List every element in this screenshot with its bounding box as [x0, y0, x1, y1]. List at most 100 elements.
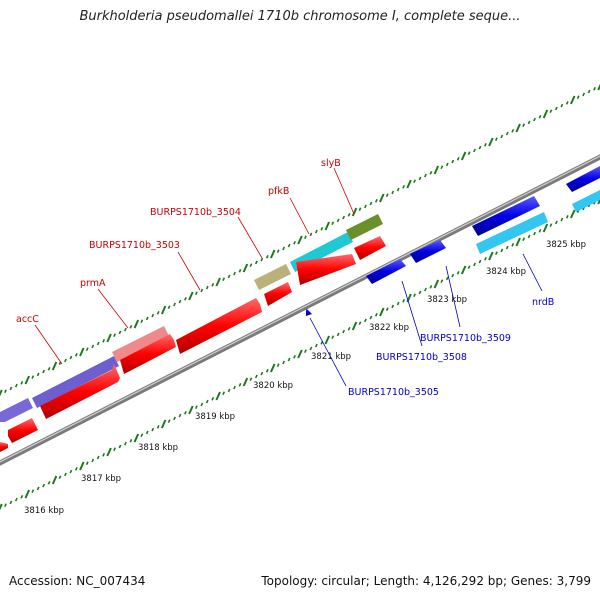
label-BURPS1710b_3503[interactable]: BURPS1710b_3503 [89, 240, 180, 251]
reverse-gene[interactable] [366, 259, 406, 284]
minor-tick [282, 246, 286, 251]
minor-tick [227, 274, 231, 279]
minor-tick [156, 310, 160, 315]
minor-tick [205, 285, 209, 290]
major-tick [379, 307, 385, 317]
minor-tick [440, 165, 444, 170]
minor-tick [456, 156, 460, 161]
major-tick [515, 237, 521, 247]
minor-tick [522, 123, 526, 128]
minor-tick [276, 249, 280, 254]
forward-gene[interactable] [176, 298, 262, 354]
forward-gene[interactable] [8, 418, 38, 443]
minor-tick [254, 260, 258, 265]
minor-tick [456, 270, 460, 275]
scale-label: 3822 kbp [369, 323, 409, 333]
minor-tick [554, 220, 558, 225]
reverse-gene[interactable] [306, 308, 312, 316]
major-tick [488, 251, 494, 261]
minor-tick [36, 486, 40, 491]
gene-block-prmA[interactable] [112, 326, 169, 362]
minor-tick [74, 352, 78, 357]
scale-label: 3824 kbp [486, 267, 526, 277]
minor-tick [402, 184, 406, 189]
forward-gene[interactable] [40, 364, 120, 419]
major-tick [433, 279, 440, 289]
minor-tick [233, 385, 236, 390]
label-BURPS1710b_3504[interactable]: BURPS1710b_3504 [150, 207, 241, 218]
major-tick [379, 193, 385, 203]
accession-text: Accession: NC_007434 [9, 574, 146, 588]
minor-tick [440, 279, 444, 284]
major-tick [106, 333, 112, 343]
major-tick [160, 305, 167, 315]
minor-tick [500, 134, 504, 139]
major-tick [160, 419, 167, 429]
minor-tick [331, 335, 335, 340]
minor-tick [418, 176, 422, 181]
minor-tick [20, 380, 24, 385]
minor-tick [205, 399, 209, 404]
minor-tick [227, 388, 231, 393]
minor-tick [276, 363, 280, 368]
label-BURPS1710b_3508[interactable]: BURPS1710b_3508 [376, 352, 467, 363]
major-tick [242, 263, 249, 273]
map-title: Burkholderia pseudomallei 1710b chromoso… [79, 9, 521, 24]
forward-gene[interactable] [296, 254, 356, 285]
major-tick [215, 391, 221, 401]
minor-tick [222, 277, 226, 282]
minor-tick [74, 466, 78, 471]
reverse-gene[interactable] [566, 166, 600, 192]
minor-tick [167, 305, 171, 310]
label-prmA[interactable]: prmA [80, 278, 106, 289]
forward-gene[interactable] [120, 334, 176, 374]
minor-tick [587, 89, 591, 94]
minor-tick [505, 131, 509, 136]
reverse-gene-cyan[interactable] [476, 212, 548, 254]
major-tick [351, 207, 358, 217]
minor-tick [560, 217, 564, 222]
minor-tick [445, 162, 449, 167]
reverse-gene[interactable] [472, 196, 540, 236]
gene-block-purple-left[interactable] [0, 398, 33, 422]
forward-gene[interactable] [264, 282, 292, 306]
label-BURPS1710b_3505[interactable]: BURPS1710b_3505 [348, 387, 439, 398]
minor-tick [511, 242, 515, 247]
major-tick [406, 179, 412, 189]
forward-strand-genes [0, 236, 386, 452]
forward-gene[interactable] [0, 442, 8, 452]
label-nrdB[interactable]: nrdB [532, 297, 554, 308]
minor-tick [533, 117, 536, 122]
label-pfkB[interactable]: pfkB [268, 186, 289, 197]
minor-tick [249, 377, 253, 382]
scale-labels: 3816 kbp 3817 kbp 3818 kbp 3819 kbp 3820… [24, 240, 586, 516]
minor-tick [309, 232, 313, 237]
label-BURPS1710b_3509[interactable]: BURPS1710b_3509 [420, 333, 511, 344]
reverse-gene-cyan[interactable] [572, 190, 600, 212]
major-tick [51, 475, 58, 485]
minor-tick [473, 262, 476, 267]
minor-tick [314, 229, 318, 234]
minor-tick [494, 137, 498, 142]
minor-tick [364, 318, 367, 323]
minor-tick [314, 343, 318, 348]
label-accC[interactable]: accC [16, 314, 39, 325]
minor-tick [467, 151, 471, 156]
minor-tick [424, 173, 427, 178]
minor-tick [69, 355, 73, 360]
major-tick [570, 209, 576, 219]
minor-tick [424, 287, 427, 292]
minor-tick [554, 106, 558, 111]
reverse-gene[interactable] [410, 240, 446, 263]
minor-tick [429, 170, 433, 175]
forward-gene[interactable] [354, 236, 386, 260]
minor-tick [14, 383, 18, 388]
label-slyB[interactable]: slyB [321, 158, 341, 169]
gene-block-accC[interactable] [32, 356, 119, 408]
minor-tick [385, 193, 389, 198]
gene-block-slyB[interactable] [346, 214, 383, 240]
major-tick [79, 461, 85, 471]
major-tick [0, 389, 3, 397]
gene-block-3504[interactable] [254, 264, 291, 290]
